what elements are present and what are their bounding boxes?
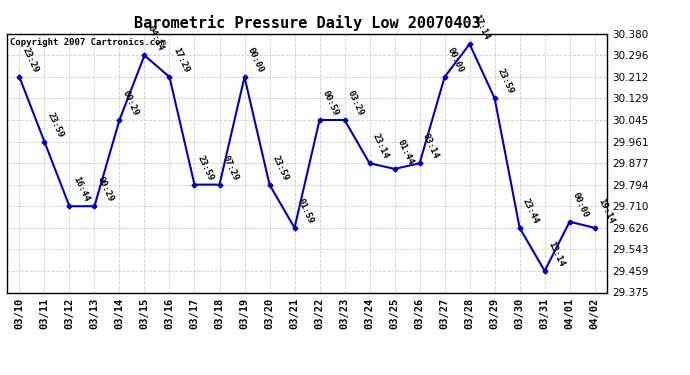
Text: 23:59: 23:59 xyxy=(46,111,66,139)
Text: 23:59: 23:59 xyxy=(271,154,290,182)
Text: 23:44: 23:44 xyxy=(521,197,540,225)
Text: 00:29: 00:29 xyxy=(96,175,115,204)
Text: 03:14: 03:14 xyxy=(421,132,440,160)
Text: 00:00: 00:00 xyxy=(571,191,591,219)
Text: 04:14: 04:14 xyxy=(146,24,166,52)
Text: 13:14: 13:14 xyxy=(546,240,566,268)
Text: 00:00: 00:00 xyxy=(246,46,266,74)
Text: 19:14: 19:14 xyxy=(596,197,615,225)
Text: 23:59: 23:59 xyxy=(496,68,515,96)
Text: 00:00: 00:00 xyxy=(446,46,466,74)
Title: Barometric Pressure Daily Low 20070403: Barometric Pressure Daily Low 20070403 xyxy=(134,15,480,31)
Text: 16:44: 16:44 xyxy=(71,175,90,204)
Text: 01:44: 01:44 xyxy=(396,138,415,166)
Text: 23:14: 23:14 xyxy=(371,132,391,160)
Text: 17:29: 17:29 xyxy=(171,46,190,74)
Text: Copyright 2007 Cartronics.com: Copyright 2007 Cartronics.com xyxy=(10,38,166,46)
Text: 07:29: 07:29 xyxy=(221,154,240,182)
Text: 00:59: 00:59 xyxy=(321,89,340,117)
Text: 17:14: 17:14 xyxy=(471,13,491,41)
Text: 03:29: 03:29 xyxy=(346,89,366,117)
Text: 01:59: 01:59 xyxy=(296,197,315,225)
Text: 23:59: 23:59 xyxy=(196,154,215,182)
Text: 23:29: 23:29 xyxy=(21,46,40,74)
Text: 00:29: 00:29 xyxy=(121,89,140,117)
